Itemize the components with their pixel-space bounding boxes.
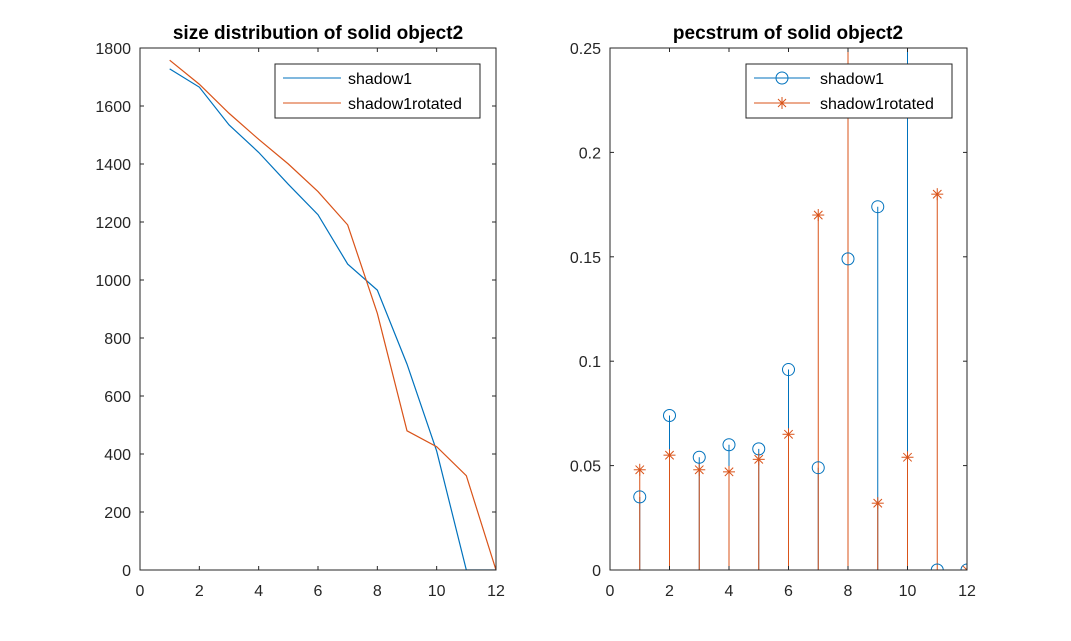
x-tick-label: 0 — [606, 583, 615, 600]
x-tick-label: 2 — [195, 583, 204, 600]
stem-marker-shadow1 — [811, 461, 825, 475]
chart-title: size distribution of solid object2 — [173, 23, 463, 44]
y-tick-label: 1200 — [95, 215, 131, 232]
stem-marker-shadow1rotated — [752, 453, 765, 466]
y-tick-label: 1600 — [95, 99, 131, 116]
y-tick-label: 0 — [592, 563, 601, 580]
plot-area — [633, 48, 967, 570]
stem-marker-shadow1rotated — [663, 449, 676, 462]
y-tick-label: 0.15 — [570, 250, 601, 267]
x-tick-label: 12 — [958, 583, 976, 600]
stem-marker-shadow1rotated — [723, 465, 735, 478]
stem-marker-shadow1rotated — [961, 564, 967, 570]
stem-marker-shadow1 — [871, 200, 885, 214]
x-tick-label: 10 — [899, 583, 917, 600]
stem-marker-shadow1 — [692, 450, 706, 464]
y-tick-label: 600 — [104, 389, 131, 406]
ticks: 0 2 4 6 8 10 12 0 200 400 600 800 1000 1200 1400 1600 18… — [95, 41, 505, 600]
y-tick-label: 0.2 — [579, 145, 601, 162]
x-tick-label: 8 — [844, 583, 853, 600]
legend-label-shadow1: shadow1 — [348, 71, 412, 88]
legend-box — [274, 63, 481, 119]
y-tick-label: 0.1 — [579, 354, 601, 371]
stem-marker-shadow1rotated — [693, 463, 706, 476]
legend-marker-shadow1 — [775, 71, 789, 85]
y-tick-label: 0 — [122, 563, 131, 580]
y-tick-label: 200 — [104, 505, 131, 522]
stem-marker-shadow1rotated — [812, 209, 825, 222]
plot-area — [169, 59, 496, 570]
legend: shadow1 shadow1rotated — [274, 63, 481, 119]
y-tick-label: 0.25 — [570, 41, 601, 58]
legend-label-shadow1rotated: shadow1rotated — [348, 96, 462, 113]
legend-box — [745, 63, 953, 119]
stem-marker-shadow1 — [782, 363, 795, 377]
y-tick-label: 800 — [104, 331, 131, 348]
ticks: 0 2 4 6 8 10 12 0 0.05 0.1 0.15 0.2 0.25 — [570, 41, 976, 600]
x-tick-label: 0 — [136, 583, 145, 600]
stem-marker-shadow1 — [841, 252, 855, 266]
x-tick-label: 6 — [784, 583, 793, 600]
x-tick-label: 4 — [725, 583, 734, 600]
y-tick-label: 400 — [104, 447, 131, 464]
x-tick-label: 2 — [665, 583, 674, 600]
stem-marker-shadow1rotated — [633, 463, 646, 476]
stem-marker-shadow1rotated — [782, 428, 795, 441]
y-tick-label: 1800 — [95, 41, 131, 58]
y-tick-label: 1000 — [95, 273, 131, 290]
pecstrum-chart: pecstrum of solid object2 0 2 4 6 8 10 12 0 0.05… — [570, 23, 976, 600]
stem-marker-shadow1 — [633, 490, 647, 504]
series-line-shadow1 — [169, 68, 496, 570]
legend-label-shadow1: shadow1 — [820, 71, 884, 88]
size-distribution-chart: size distribution of solid object2 0 2 4 6 8… — [95, 23, 505, 600]
x-tick-label: 6 — [314, 583, 323, 600]
y-tick-label: 0.05 — [570, 459, 601, 476]
stem-marker-shadow1rotated — [871, 497, 884, 510]
x-tick-label: 4 — [254, 583, 263, 600]
stem-marker-shadow1 — [930, 563, 944, 570]
x-tick-label: 12 — [487, 583, 505, 600]
legend: shadow1 shadow1rotated — [745, 63, 953, 119]
stem-marker-shadow1rotated — [931, 188, 944, 201]
legend-marker-shadow1rotated — [776, 97, 788, 109]
axes-box — [139, 47, 497, 571]
y-tick-label: 1400 — [95, 157, 131, 174]
legend-label-shadow1rotated: shadow1rotated — [820, 96, 934, 113]
x-tick-label: 8 — [373, 583, 382, 600]
x-tick-label: 10 — [428, 583, 446, 600]
stem-marker-shadow1 — [722, 438, 736, 452]
stem-marker-shadow1 — [663, 408, 676, 422]
chart-title: pecstrum of solid object2 — [673, 23, 903, 44]
series-line-shadow1rotated — [169, 59, 496, 570]
stem-marker-shadow1rotated — [901, 451, 914, 464]
